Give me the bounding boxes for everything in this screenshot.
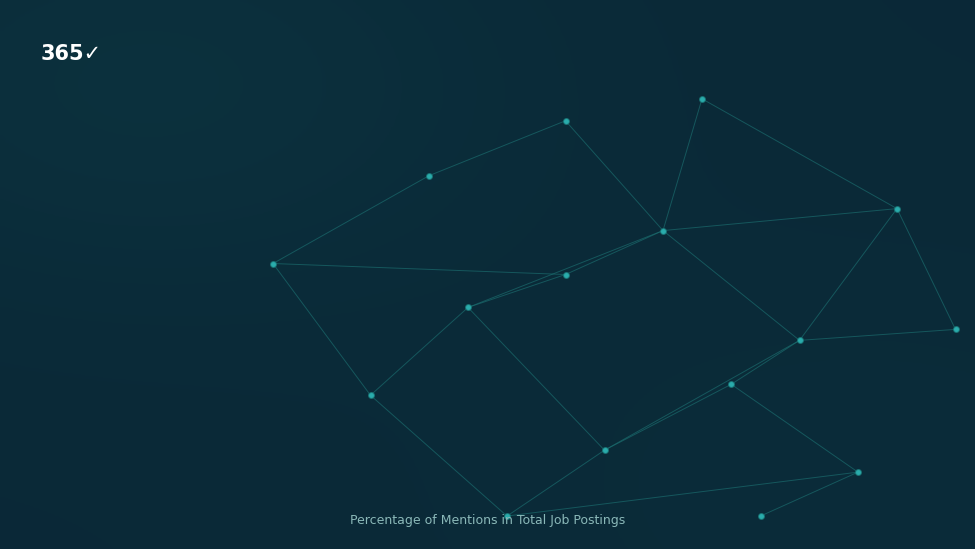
Bar [156,421,172,444]
Text: 1.0%: 1.0% [178,424,217,440]
Bar [156,305,254,327]
Text: 37.5%: 37.5% [760,153,809,169]
Bar [156,382,176,405]
Text: Percentage of Mentions in Total Job Postings: Percentage of Mentions in Total Job Post… [350,514,625,527]
Text: 15.0%: 15.0% [402,192,450,207]
Title: AI Tools: AI Tools [439,51,575,85]
Text: 1.2%: 1.2% [181,386,220,401]
Bar [156,460,159,482]
Text: 365✓: 365✓ [41,44,102,64]
Text: 12.8%: 12.8% [367,231,415,246]
Bar [156,149,755,172]
Bar [156,343,194,366]
Text: 0.2%: 0.2% [166,463,205,478]
Text: 2.4%: 2.4% [201,347,240,362]
Text: 10.6%: 10.6% [332,270,380,284]
Bar [156,227,360,250]
Text: 6.1%: 6.1% [259,309,298,323]
Bar [156,188,395,211]
Bar [156,111,791,133]
Text: 39.8%: 39.8% [798,115,846,130]
Bar [156,266,325,288]
